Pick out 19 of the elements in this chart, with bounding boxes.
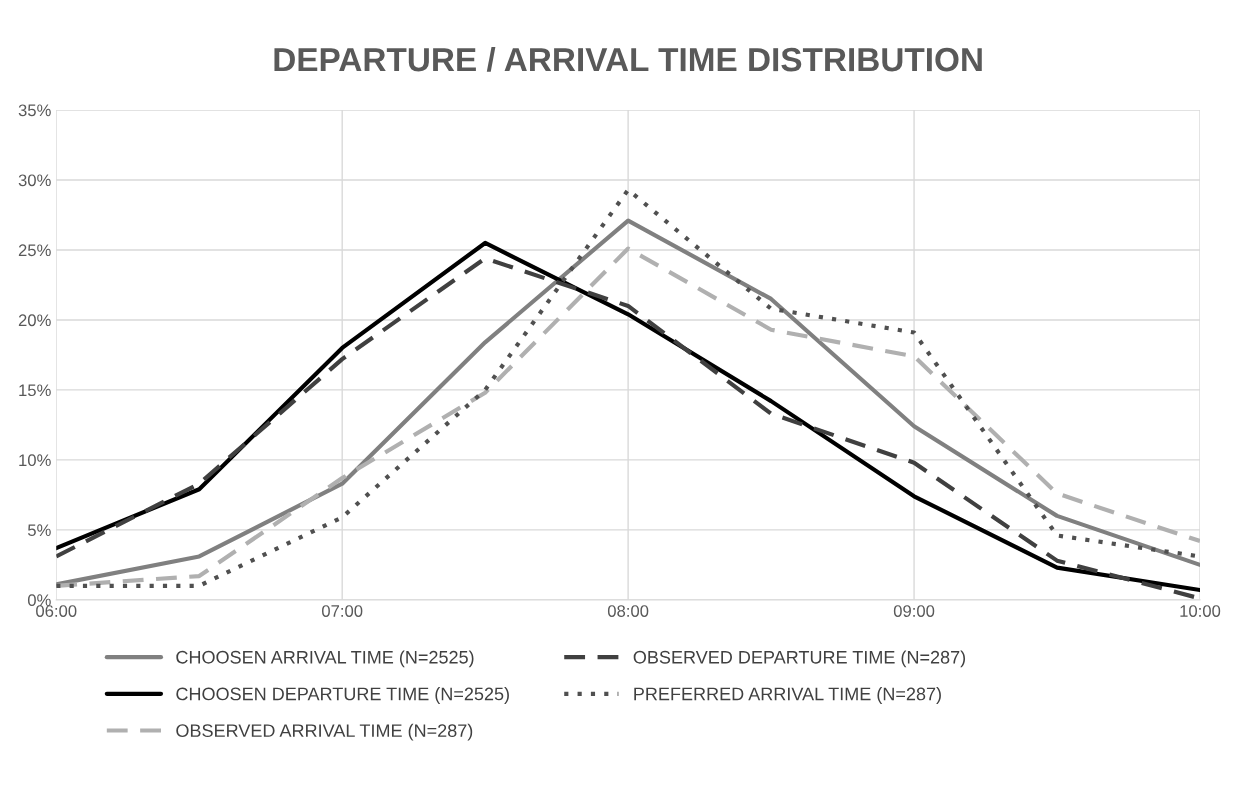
y-tick-label: 0%	[27, 594, 51, 607]
y-tick-label: 5%	[27, 524, 51, 537]
y-tick-label: 10%	[19, 454, 51, 467]
x-tick-label: 10:00	[1180, 605, 1221, 617]
y-tick-label: 30%	[18, 174, 51, 187]
legend-label: CHOOSEN DEPARTURE TIME (N=2525)	[176, 687, 509, 704]
legend-label: PREFERRED ARRIVAL TIME (N=287)	[634, 687, 941, 704]
y-tick-label: 35%	[18, 104, 51, 117]
y-tick-label: 20%	[18, 314, 51, 327]
y-tick-label: 15%	[19, 384, 51, 397]
x-tick-label: 08:00	[607, 605, 649, 617]
legend-label: CHOOSEN ARRIVAL TIME (N=2525)	[176, 650, 474, 668]
legend-label: OBSERVED DEPARTURE TIME (N=287)	[633, 650, 966, 668]
y-tick-label: 25%	[18, 244, 51, 257]
chart-title: DEPARTURE / ARRIVAL TIME DISTRIBUTION	[274, 46, 982, 72]
x-tick-label: 06:00	[36, 605, 77, 617]
legend-label: OBSERVED ARRIVAL TIME (N=287)	[176, 723, 473, 741]
x-tick-label: 09:00	[893, 605, 935, 617]
x-tick-label: 07:00	[321, 605, 363, 617]
